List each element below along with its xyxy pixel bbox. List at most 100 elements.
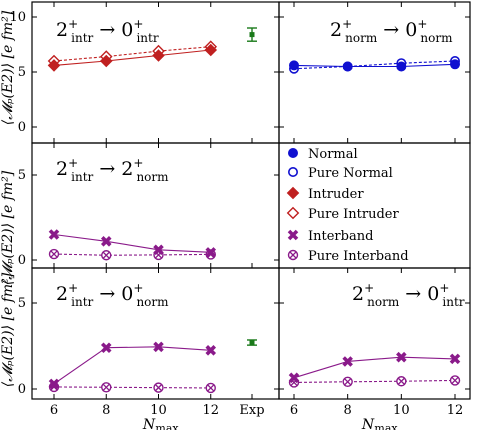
pure-normal-line — [293, 60, 456, 70]
interband-mid-point-shape — [48, 229, 60, 240]
legend-marker-intruder — [286, 186, 300, 200]
pure-interband-mid-line — [53, 253, 211, 256]
legend-label-normal: Normal — [308, 147, 358, 162]
interband-br-point — [396, 351, 407, 363]
y-tick-label: 0 — [18, 382, 26, 397]
x-tick-label: 12 — [202, 403, 219, 418]
legend-label-interband: Interband — [308, 229, 373, 244]
normal-point — [342, 61, 353, 72]
panel-top-right — [278, 1, 471, 144]
y-tick-label: 0 — [18, 120, 26, 135]
x-tick-label: 6 — [50, 403, 58, 418]
x-tick-label: 10 — [150, 403, 167, 418]
pure-interband-bl-point-cross — [155, 384, 162, 392]
interband-bl-point-shape — [100, 342, 112, 353]
transition-text: 2+ intr → 0+ intr — [56, 17, 159, 45]
legend-label-pure-intruder: Pure Intruder — [308, 207, 399, 222]
interband-br-point-shape — [288, 372, 300, 384]
pure-interband-br-point-cross — [397, 377, 405, 385]
transition-text: 2+ intr → 2+ norm — [56, 156, 169, 184]
interband-br-point — [449, 353, 461, 365]
panel-bottom-right — [278, 267, 471, 400]
pure-interband-bl-point-cross — [102, 383, 110, 391]
y-tick-label: 5 — [18, 296, 26, 311]
intruder-point — [204, 43, 218, 57]
transition-text: 2+ intr → 0+ norm — [56, 281, 169, 309]
pure-interband-br-point — [396, 376, 407, 387]
x-axis-label: N — [142, 417, 156, 430]
pure-interband-mid-point-cross — [102, 251, 110, 259]
legend-label-pure-interband: Pure Interband — [308, 249, 409, 264]
pure-interband-br-line — [293, 379, 456, 384]
pure-interband-br-point — [449, 375, 461, 386]
pure-intruder-line — [53, 46, 211, 62]
x-axis-label: N — [361, 417, 375, 430]
intruder-point — [47, 59, 61, 72]
interband-mid-point — [100, 236, 112, 247]
transition-text: 2+ norm → 0+ norm — [330, 17, 453, 45]
interband-bl-point-shape — [205, 345, 217, 356]
interband-mid-point — [205, 247, 217, 258]
legend-marker-pure-intruder — [286, 206, 300, 220]
interband-br-point-shape — [396, 351, 407, 363]
interband-mid-point-shape — [100, 236, 112, 247]
interband-mid-point-shape — [205, 247, 217, 258]
pure-interband-bl-point — [205, 382, 216, 394]
transition-label-p21: 2+ intr → 2+ norm — [56, 156, 169, 184]
interband-bl-point — [100, 342, 112, 353]
transition-label-p32: 2+ norm → 0+ intr — [352, 281, 465, 309]
pure-interband-br-point-cross — [344, 378, 352, 386]
interband-bl-point-shape — [153, 341, 164, 353]
pure-interband-bl-point — [153, 382, 164, 393]
x-tick-label: 8 — [344, 403, 352, 418]
normal-point — [449, 59, 460, 70]
y-tick-label: 10 — [9, 10, 26, 25]
pure-interband-bl-line — [53, 386, 211, 389]
x-tick-label-exp: Exp — [239, 403, 264, 418]
intruder-point — [99, 54, 113, 68]
interband-bl-point-shape — [48, 378, 60, 390]
pure-interband-mid-point — [48, 248, 60, 260]
interband-br-point — [342, 356, 353, 367]
intruder-line — [53, 49, 211, 66]
transition-label-p31: 2+ intr → 0+ norm — [56, 281, 169, 309]
interband-mid-point — [153, 244, 164, 256]
x-tick-label: 12 — [447, 403, 464, 418]
interband-mid-point — [48, 229, 60, 240]
y-axis-label: ⟨𝓜ₚ(E2)⟩ [e fm²] — [0, 272, 16, 387]
experiment-top-point — [249, 32, 255, 38]
y-tick-label: 5 — [18, 168, 26, 183]
transition-label-p11: 2+ intr → 0+ intr — [56, 17, 159, 45]
x-axis-label-sub: max — [155, 422, 179, 430]
legend-marker-pure-interband-cross — [289, 251, 297, 259]
x-tick-label: 6 — [290, 403, 298, 418]
interband-mid-point-shape — [153, 244, 164, 256]
interband-mid-line — [53, 233, 211, 253]
legend-marker-interband-shape — [287, 229, 299, 241]
normal-point — [288, 60, 299, 71]
legend-marker-normal — [287, 148, 298, 159]
interband-bl-point — [153, 341, 164, 353]
pure-interband-bl-point — [101, 382, 112, 393]
pure-interband-mid-point — [101, 250, 112, 261]
pure-interband-bl-point-cross — [207, 384, 215, 392]
interband-bl-line — [53, 346, 211, 385]
normal-line — [293, 63, 456, 68]
interband-bl-point — [205, 345, 217, 356]
y-tick-label: 0 — [18, 253, 26, 268]
x-axis-label-sub: max — [374, 422, 398, 430]
legend-marker-pure-interband — [287, 249, 299, 261]
experiment-bottom-point — [249, 340, 255, 346]
legend-marker-interband — [287, 229, 299, 241]
pure-interband-br-point-cross — [451, 376, 459, 384]
pure-interband-br-point — [342, 376, 353, 387]
transition-text: 2+ norm → 0+ intr — [352, 281, 465, 309]
legend-label-pure-normal: Pure Normal — [308, 166, 393, 181]
interband-br-line — [293, 356, 456, 379]
x-tick-label: 8 — [102, 403, 110, 418]
legend-marker-pure-normal — [287, 167, 298, 178]
y-tick-label: 5 — [18, 65, 26, 80]
x-tick-label: 10 — [393, 403, 410, 418]
y-axis-label: ⟨𝓜ₚ(E2)⟩ [e fm²] — [0, 10, 16, 125]
